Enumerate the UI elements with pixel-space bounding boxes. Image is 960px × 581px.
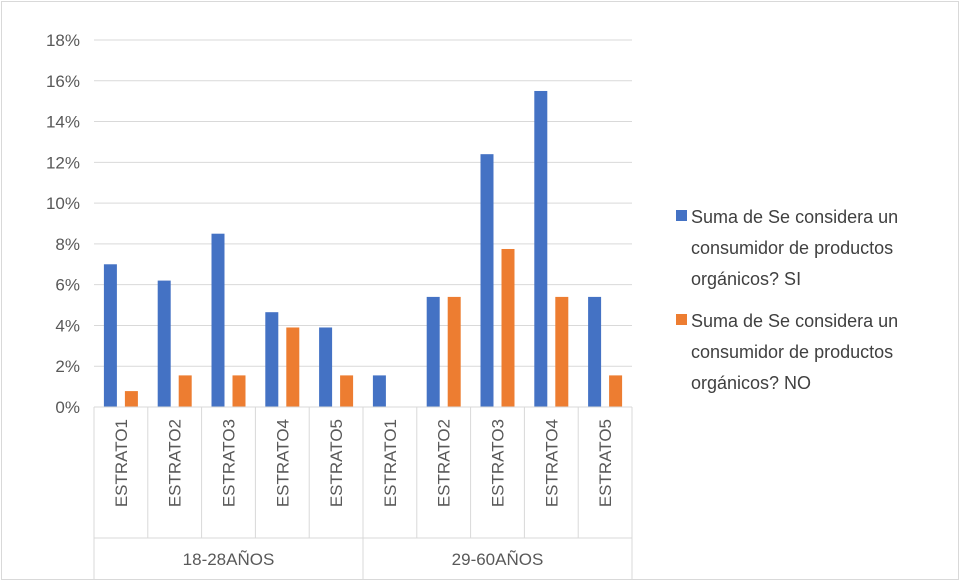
y-tick-label: 12% (46, 153, 80, 172)
legend-label: consumidor de productos (691, 342, 893, 362)
group-label: 18-28AÑOS (183, 550, 275, 569)
bar-si (588, 296, 602, 407)
x-tick-label: ESTRATO2 (166, 419, 185, 507)
y-tick-label: 6% (55, 276, 80, 295)
group-label: 29-60AÑOS (452, 550, 544, 569)
bar-si (211, 233, 225, 407)
x-tick-label: ESTRATO3 (489, 419, 508, 507)
x-tick-label: ESTRATO4 (273, 419, 292, 507)
legend-label: Suma de Se considera un (691, 207, 898, 227)
y-tick-label: 4% (55, 316, 80, 335)
x-tick-label: ESTRATO3 (220, 419, 239, 507)
bar-si (372, 375, 386, 407)
y-tick-label: 8% (55, 235, 80, 254)
x-tick-label: ESTRATO2 (435, 419, 454, 507)
x-tick-label: ESTRATO5 (327, 419, 346, 507)
legend-swatch (676, 314, 687, 325)
bar-si (480, 154, 494, 407)
legend-label: orgánicos? SI (691, 269, 801, 289)
bar-no (609, 375, 623, 407)
y-tick-label: 18% (46, 31, 80, 50)
y-tick-label: 10% (46, 194, 80, 213)
legend-swatch (676, 210, 687, 221)
legend-label: consumidor de productos (691, 238, 893, 258)
bar-si (534, 90, 548, 407)
y-tick-label: 0% (55, 398, 80, 417)
bar-si (157, 280, 171, 407)
x-tick-label: ESTRATO1 (112, 419, 131, 507)
bar-no (340, 375, 354, 407)
bar-si (319, 327, 333, 407)
y-tick-label: 14% (46, 113, 80, 132)
x-tick-label: ESTRATO4 (542, 419, 561, 507)
bar-no (178, 375, 192, 407)
y-tick-label: 2% (55, 357, 80, 376)
bar-no (501, 248, 515, 407)
bar-no (555, 296, 569, 407)
bar-no (286, 327, 300, 407)
bar-si (103, 264, 117, 407)
legend-label: orgánicos? NO (691, 373, 811, 393)
x-tick-label: ESTRATO1 (381, 419, 400, 507)
bar-no (447, 296, 461, 407)
x-tick-label: ESTRATO5 (596, 419, 615, 507)
y-tick-label: 16% (46, 72, 80, 91)
legend-label: Suma de Se considera un (691, 311, 898, 331)
bar-no (124, 391, 138, 407)
bar-no (232, 375, 246, 407)
bar-si (426, 296, 440, 407)
bar-si (265, 312, 279, 407)
